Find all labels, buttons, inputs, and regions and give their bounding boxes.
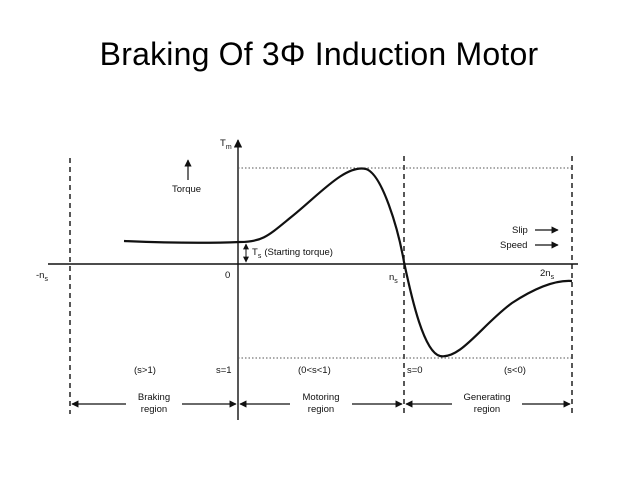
slide-title: Braking Of 3Φ Induction Motor bbox=[99, 36, 539, 72]
tick-ns: ns bbox=[389, 272, 398, 285]
tick-neg-ns: -ns bbox=[36, 270, 48, 283]
generating-condition: (s<0) bbox=[504, 365, 526, 376]
motoring-region-label-2: region bbox=[308, 404, 334, 415]
braking-region-label-2: region bbox=[141, 404, 167, 415]
starting-torque-label: Ts (Starting torque) bbox=[252, 247, 333, 260]
torque-label: Torque bbox=[172, 184, 201, 195]
slip-s0-label: s=0 bbox=[407, 365, 423, 376]
y-axis-label: Tm bbox=[220, 138, 232, 151]
motoring-condition: (0<s<1) bbox=[298, 365, 331, 376]
torque-speed-curve bbox=[123, 167, 573, 358]
speed-label: Speed bbox=[500, 240, 527, 251]
slip-s1-label: s=1 bbox=[216, 365, 232, 376]
braking-condition: (s>1) bbox=[134, 365, 156, 376]
tick-zero: 0 bbox=[225, 270, 230, 281]
braking-region-label-1: Braking bbox=[138, 392, 170, 403]
generating-region-label-2: region bbox=[474, 404, 500, 415]
motoring-region-label-1: Motoring bbox=[303, 392, 340, 403]
slip-label: Slip bbox=[512, 225, 528, 236]
generating-region-label-1: Generating bbox=[463, 392, 510, 403]
tick-2ns: 2ns bbox=[540, 268, 555, 281]
